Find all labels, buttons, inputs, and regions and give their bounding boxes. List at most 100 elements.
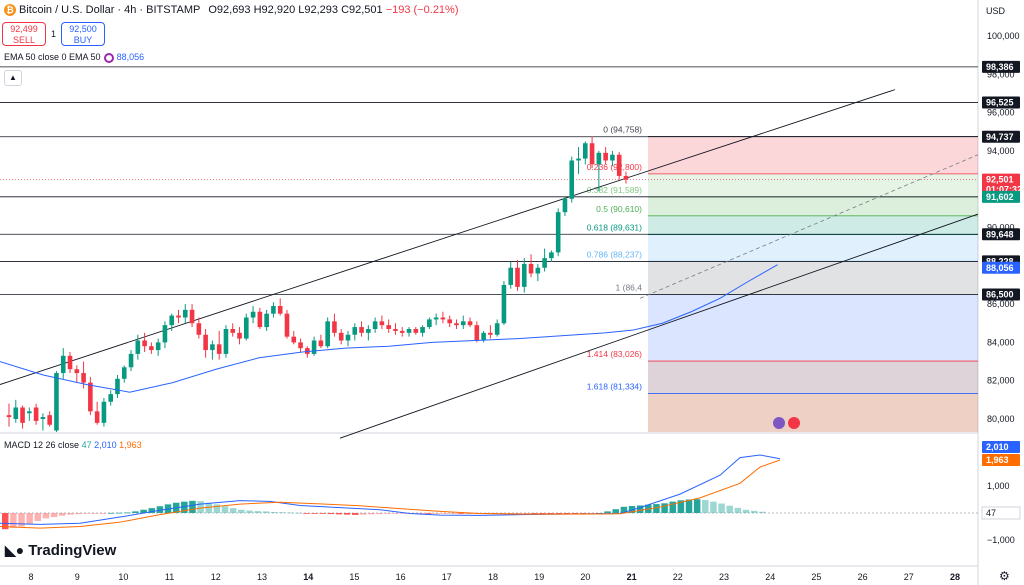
symbol-legend[interactable]: ₿ Bitcoin / U.S. Dollar · 4h · BITSTAMP O9… xyxy=(4,4,459,17)
macd-histogram-bar xyxy=(628,505,636,513)
macd-histogram-bar xyxy=(2,513,9,530)
macd-histogram-bar xyxy=(83,513,90,514)
candle-body xyxy=(603,152,608,161)
time-axis-label: 9 xyxy=(75,572,80,582)
macd-hist-value: 47 xyxy=(81,440,92,450)
fib-zone xyxy=(648,197,978,216)
candle-body xyxy=(13,407,19,419)
macd-histogram-bar xyxy=(319,513,326,514)
fib-level-label: 1.618 (81,334) xyxy=(587,381,642,391)
time-axis-label: 22 xyxy=(673,572,683,582)
candle-body xyxy=(67,355,73,370)
candle-body xyxy=(610,154,615,161)
time-axis-label: 12 xyxy=(211,572,221,582)
macd-histogram-bar xyxy=(352,513,359,515)
macd-histogram-bar xyxy=(457,513,465,514)
candle-body xyxy=(54,373,59,431)
candle-body xyxy=(223,328,229,354)
candle-body xyxy=(386,325,391,329)
macd-histogram-bar xyxy=(58,513,66,516)
macd-axis-label: 1,000 xyxy=(987,481,1010,491)
fib-level-label: 0.618 (89,631) xyxy=(587,223,642,233)
macd-histogram-bar xyxy=(433,513,440,514)
candle-body xyxy=(189,309,195,324)
macd-histogram-bar xyxy=(563,513,571,514)
candle-body xyxy=(325,321,330,347)
time-axis-label: 28 xyxy=(950,572,960,582)
sell-price: 92,499 xyxy=(10,24,38,34)
level-tag: 86,500 xyxy=(986,290,1014,300)
macd-histogram-bar xyxy=(620,506,628,513)
macd-histogram-bar xyxy=(376,513,383,515)
candle-body xyxy=(474,325,480,341)
macd-histogram-bar xyxy=(91,513,99,514)
hist-tag-bg xyxy=(981,506,1021,520)
candle-body xyxy=(454,323,459,326)
level-tag-bg xyxy=(982,130,1020,143)
ema-legend[interactable]: EMA 50 close 0 EMA 50 88,056 xyxy=(4,52,144,63)
buy-label: BUY xyxy=(73,35,93,45)
level-tag: 96,525 xyxy=(986,98,1014,108)
macd-histogram-bar xyxy=(392,513,400,514)
fib-level-label: 0 (94,758) xyxy=(603,124,642,134)
indicator-settings-icon[interactable] xyxy=(103,52,114,63)
macd-histogram-bar xyxy=(189,500,196,513)
buy-button[interactable]: 92,500 BUY xyxy=(61,22,105,46)
macd-value-tag-bg xyxy=(982,441,1020,453)
chevron-up-icon[interactable]: ▲ xyxy=(4,70,22,86)
symbol-title: Bitcoin / U.S. Dollar · 4h · BITSTAMP xyxy=(19,4,201,16)
tradingview-logo[interactable]: ◣● TradingView xyxy=(5,542,116,559)
sell-button[interactable]: 92,499 SELL xyxy=(2,22,46,46)
macd-histogram-bar xyxy=(531,513,538,514)
candle-body xyxy=(521,263,527,287)
candle-body xyxy=(101,401,107,423)
macd-histogram-bar xyxy=(229,508,237,513)
candle-body xyxy=(508,267,514,285)
macd-histogram-bar xyxy=(490,513,497,514)
macd-histogram-bar xyxy=(742,509,750,513)
logo-text: TradingView xyxy=(28,542,117,559)
fib-zone xyxy=(648,261,978,295)
ohlc-text: O92,693 H92,920 L92,293 C92,501 xyxy=(208,4,383,16)
macd-histogram-bar xyxy=(327,513,335,515)
candle-body xyxy=(60,355,66,374)
candle-body xyxy=(20,407,25,423)
ema-price-tag-bg xyxy=(982,261,1020,274)
level-tag: 88,228 xyxy=(986,257,1014,267)
macd-histogram-bar xyxy=(221,506,229,513)
candle-body xyxy=(467,321,473,326)
chart-header: ₿ Bitcoin / U.S. Dollar · 4h · BITSTAMP O9… xyxy=(0,0,975,22)
countdown-tag: 01:07:32 xyxy=(986,185,1022,195)
macd-histogram-bar xyxy=(718,503,725,513)
macd-legend[interactable]: MACD 12 26 close 47 2,010 1,963 xyxy=(4,440,142,450)
currency-selector[interactable]: USD xyxy=(986,6,1006,16)
channel-upper-line xyxy=(0,89,896,385)
candle-body xyxy=(569,160,575,199)
candle-body xyxy=(176,315,181,318)
candle-body xyxy=(338,332,344,341)
candle-body xyxy=(562,198,568,213)
candle-body xyxy=(162,325,168,343)
macd-histogram-bar xyxy=(295,512,302,514)
macd-line xyxy=(0,454,781,525)
macd-histogram-bar xyxy=(205,502,212,513)
time-axis-label: 14 xyxy=(303,572,313,582)
macd-histogram-bar xyxy=(522,513,530,514)
macd-signal-value: 1,963 xyxy=(119,440,142,450)
macd-histogram-bar xyxy=(107,512,115,514)
candle-body xyxy=(488,332,493,335)
candle-body xyxy=(257,311,263,328)
macd-histogram-bar xyxy=(702,500,709,513)
candle-body xyxy=(379,321,385,326)
candle-body xyxy=(359,327,364,333)
candle-body xyxy=(142,340,147,347)
macd-histogram-bar xyxy=(197,501,204,513)
candle-body xyxy=(237,332,242,339)
level-tag-bg xyxy=(982,288,1020,301)
level-tag: 94,737 xyxy=(986,132,1014,142)
candle-body xyxy=(149,346,154,351)
candle-body xyxy=(108,394,113,402)
macd-label: MACD 12 26 close xyxy=(4,440,80,450)
price-axis-label: 98,000 xyxy=(987,69,1015,79)
gear-icon[interactable]: ⚙ xyxy=(999,569,1010,583)
